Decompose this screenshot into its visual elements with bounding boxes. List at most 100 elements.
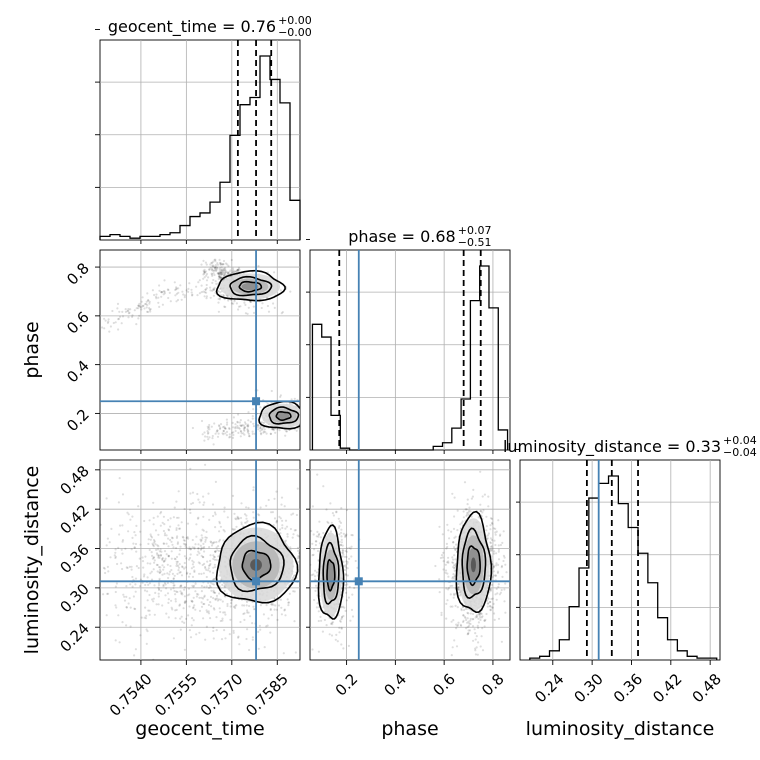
panel-luminosity_distance-vs-geocent_time-sample — [134, 590, 137, 593]
panel-luminosity_distance-vs-phase-sample — [328, 633, 331, 636]
panel-luminosity_distance-vs-geocent_time-sample — [192, 561, 195, 564]
panel-phase-vs-geocent_time-sample — [168, 291, 171, 294]
panel-phase-vs-geocent_time-sample — [244, 422, 247, 425]
panel-luminosity_distance-vs-geocent_time-sample — [297, 535, 300, 538]
panel-luminosity_distance-vs-geocent_time-sample — [208, 584, 212, 587]
panel-phase-vs-geocent_time-sample — [231, 267, 235, 270]
panel-luminosity_distance-vs-phase-sample — [442, 551, 445, 554]
panel-phase-vs-geocent_time-sample — [229, 269, 232, 272]
panel-luminosity_distance-vs-geocent_time-sample — [153, 613, 156, 616]
panel-phase-vs-geocent_time-sample — [131, 315, 134, 318]
panel-luminosity_distance-vs-geocent_time-sample — [275, 490, 278, 493]
panel-luminosity_distance-vs-geocent_time-sample — [212, 571, 215, 574]
panel-luminosity_distance-vs-geocent_time-sample — [129, 518, 132, 521]
panel-phase-vs-geocent_time-sample — [147, 310, 150, 314]
panel-luminosity_distance-vs-geocent_time-sample — [244, 521, 247, 524]
panel-phase-vs-geocent_time-sample — [237, 268, 240, 271]
panel-phase-vs-geocent_time-sample — [232, 271, 235, 274]
panel-luminosity_distance-vs-phase-sample — [310, 529, 313, 533]
panel-luminosity_distance-vs-phase-sample — [462, 510, 465, 513]
panel-phase-vs-geocent_time-sample — [226, 421, 229, 424]
panel-luminosity_distance-vs-phase-sample — [338, 525, 341, 528]
panel-phase-vs-geocent_time-sample — [203, 271, 206, 274]
panel-luminosity_distance-vs-geocent_time-sample — [130, 548, 133, 551]
panel-phase-vs-geocent_time-sample — [176, 298, 180, 302]
panel-phase-vs-geocent_time-contour-1 — [268, 406, 300, 425]
panel-phase-vs-geocent_time-sample — [109, 325, 112, 328]
panel-luminosity_distance-vs-geocent_time-sample — [121, 524, 124, 527]
panel-luminosity_distance-vs-geocent_time-sample — [166, 581, 169, 585]
panel-luminosity_distance-vs-geocent_time-sample — [157, 554, 160, 558]
panel-luminosity_distance-vs-geocent_time-sample — [188, 593, 191, 596]
panel-phase-vs-geocent_time-sample — [222, 267, 226, 270]
panel-phase-vs-geocent_time-sample — [212, 294, 215, 297]
panel-luminosity_distance-vs-geocent_time-sample — [194, 543, 197, 546]
panel-phase-vs-geocent_time-sample — [215, 430, 218, 433]
panel-luminosity_distance-vs-geocent_time-sample — [116, 562, 119, 566]
panel-luminosity_distance-vs-geocent_time-sample — [265, 625, 268, 628]
panel-luminosity_distance-vs-geocent_time-sample — [219, 525, 222, 528]
panel-luminosity_distance-vs-phase-sample — [331, 511, 334, 515]
panel-luminosity_distance-vs-phase-sample — [476, 624, 479, 628]
panel-luminosity_distance-vs-phase-sample — [462, 614, 465, 617]
panel-luminosity_distance-vs-geocent_time-sample — [171, 608, 174, 611]
panel-luminosity_distance-vs-phase-sample — [450, 620, 453, 623]
panel-phase-vs-geocent_time-sample — [256, 426, 259, 429]
ytick-label-phase-3: 0.8 — [63, 259, 93, 289]
panel-luminosity_distance-vs-phase-sample — [475, 635, 478, 638]
panel-phase-vs-geocent_time-sample — [263, 428, 266, 431]
panel-phase-vs-geocent_time-sample — [197, 281, 200, 284]
panel-luminosity_distance-vs-phase-sample — [500, 564, 504, 568]
panel-luminosity_distance-vs-geocent_time-sample — [154, 591, 157, 595]
panel-phase-vs-geocent_time-sample — [116, 302, 120, 305]
panel-luminosity_distance-vs-phase-sample — [467, 632, 470, 636]
panel-luminosity_distance-vs-geocent_time-sample — [157, 592, 160, 595]
panel-luminosity_distance-vs-geocent_time-sample — [297, 555, 300, 558]
panel-phase-vs-geocent_time-sample — [146, 292, 149, 295]
panel-luminosity_distance-vs-phase-sample — [475, 614, 479, 617]
panel-phase-vs-geocent_time-sample — [246, 431, 249, 434]
panel-phase-vs-geocent_time-sample — [149, 308, 152, 311]
panel-luminosity_distance-vs-geocent_time-sample — [165, 612, 168, 615]
panel-luminosity_distance-vs-phase-sample — [486, 537, 489, 540]
panel-luminosity_distance-vs-geocent_time-sample — [233, 528, 236, 531]
panel-luminosity_distance-vs-phase-sample — [448, 537, 451, 540]
panel-luminosity_distance-vs-phase-sample — [464, 607, 467, 611]
panel-phase-vs-geocent_time-sample — [212, 287, 215, 291]
panel-luminosity_distance-vs-geocent_time-sample — [180, 574, 184, 577]
panel-luminosity_distance-vs-phase-sample — [322, 485, 325, 488]
panel-phase-vs-geocent_time-sample — [216, 429, 219, 432]
panel-phase-vs-geocent_time-sample — [218, 298, 222, 301]
panel-luminosity_distance-vs-geocent_time-sample — [142, 575, 146, 578]
panel-luminosity_distance-vs-geocent_time-sample — [298, 556, 300, 560]
panel-luminosity_distance-vs-phase-sample — [492, 527, 495, 530]
panel-luminosity_distance-vs-geocent_time-sample — [131, 585, 134, 588]
panel-phase-vs-geocent_time-sample — [259, 432, 263, 435]
panel-phase-vs-geocent_time-sample — [251, 430, 254, 433]
panel-luminosity_distance-vs-phase-sample — [497, 585, 500, 588]
panel-luminosity_distance-vs-phase-sample — [469, 510, 472, 513]
panel-phase-vs-geocent_time-sample — [162, 290, 165, 293]
panel-luminosity_distance-vs-geocent_time-sample — [150, 536, 154, 539]
panel-phase-vs-geocent_time-sample — [154, 295, 158, 298]
panel-luminosity_distance-vs-geocent_time-sample — [200, 596, 203, 599]
panel-luminosity_distance-vs-geocent_time-sample — [143, 519, 146, 523]
panel-luminosity_distance-vs-geocent_time-sample — [173, 589, 176, 593]
panel-luminosity_distance-vs-geocent_time-sample — [209, 540, 212, 543]
panel-luminosity_distance-vs-geocent_time-sample — [183, 555, 186, 558]
panel-phase-vs-geocent_time-sample — [227, 264, 230, 268]
panel-luminosity_distance-vs-phase-sample — [449, 605, 452, 608]
panel-luminosity_distance-vs-phase-sample — [451, 577, 454, 580]
panel-luminosity_distance-vs-geocent_time-sample — [252, 486, 255, 489]
panel-phase-vs-geocent_time-sample — [191, 293, 194, 296]
panel-luminosity_distance-vs-geocent_time-sample — [200, 547, 203, 550]
panel-luminosity_distance-vs-phase-sample — [350, 545, 353, 548]
panel-phase-vs-geocent_time-sample — [246, 429, 249, 432]
panel-luminosity_distance-vs-luminosity_distance-frame — [519, 459, 721, 661]
panel-luminosity_distance-vs-geocent_time-sample — [110, 527, 113, 531]
title-luminosity_distance-main: luminosity_distance = 0.33 — [503, 437, 721, 457]
panel-phase-vs-geocent_time-sample — [106, 321, 109, 324]
panel-phase-vs-geocent_time-sample — [200, 263, 203, 266]
xtick-label-phase-1: 0.4 — [381, 670, 411, 700]
